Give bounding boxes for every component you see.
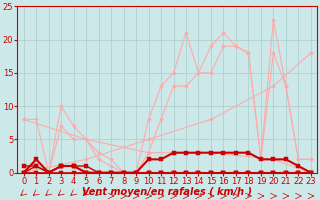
X-axis label: Vent moyen/en rafales ( km/h ): Vent moyen/en rafales ( km/h ) bbox=[82, 187, 252, 197]
